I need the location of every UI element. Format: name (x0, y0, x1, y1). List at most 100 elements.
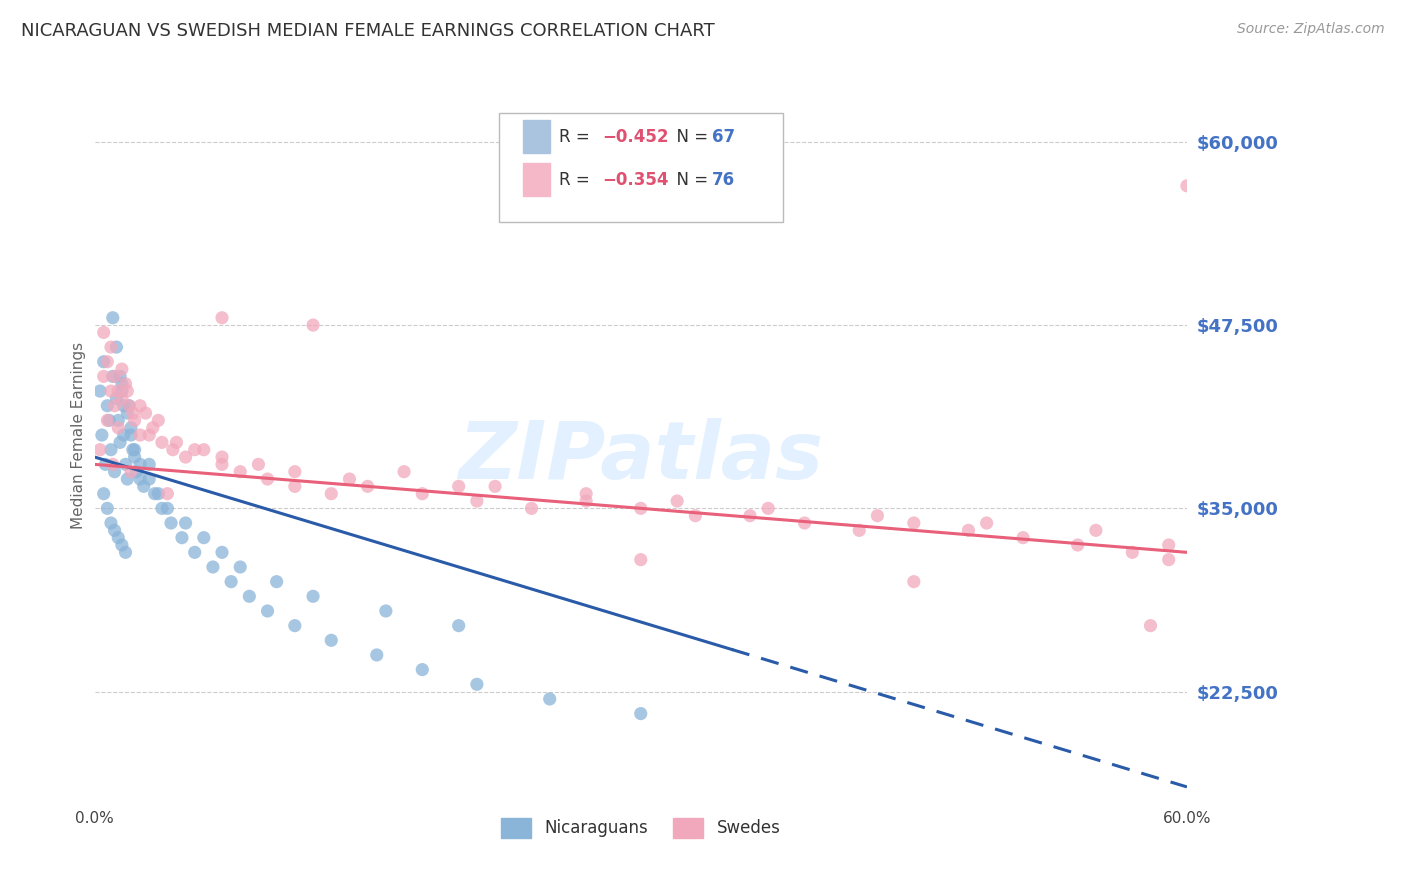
Point (848, 524, 870, 538)
Point (120, 421, 142, 435)
Point (160, 516, 183, 530)
Point (117, 384, 139, 398)
Point (575, 494, 598, 508)
Point (100, 442, 122, 457)
Point (738, 508, 761, 523)
Point (321, 633, 343, 648)
Point (166, 435, 188, 450)
Point (1066, 538, 1088, 552)
Point (138, 458, 160, 472)
Point (98, 413, 121, 427)
Point (447, 479, 470, 493)
Point (229, 560, 252, 574)
Point (229, 465, 252, 479)
Bar (523, 163, 550, 196)
Point (104, 465, 127, 479)
Point (1139, 618, 1161, 632)
Point (111, 392, 134, 406)
Point (94, 458, 117, 472)
Point (114, 545, 136, 559)
Point (247, 458, 270, 472)
Text: N =: N = (666, 170, 713, 188)
Point (148, 486, 170, 500)
Point (135, 406, 157, 420)
Point (538, 692, 561, 706)
Point (121, 442, 143, 457)
Point (174, 516, 197, 530)
Point (1175, 178, 1198, 193)
Text: −0.354: −0.354 (603, 170, 669, 188)
Point (366, 648, 388, 662)
Point (183, 545, 205, 559)
Point (193, 442, 215, 457)
Point (101, 458, 124, 472)
Point (150, 501, 173, 516)
Point (630, 706, 652, 721)
Point (211, 450, 233, 464)
Point (114, 458, 136, 472)
Point (124, 442, 146, 457)
Text: 67: 67 (711, 128, 735, 145)
Point (211, 310, 233, 325)
Point (284, 465, 307, 479)
Point (121, 406, 143, 420)
Point (104, 399, 127, 413)
Text: Source: ZipAtlas.com: Source: ZipAtlas.com (1237, 22, 1385, 37)
Point (211, 458, 233, 472)
Point (356, 479, 378, 493)
Point (100, 340, 122, 354)
Point (957, 524, 980, 538)
Point (107, 421, 129, 435)
Point (447, 618, 470, 632)
Point (156, 501, 179, 516)
Point (630, 552, 652, 566)
Point (302, 590, 325, 604)
Point (104, 524, 127, 538)
Point (219, 574, 242, 589)
Point (465, 677, 488, 691)
Point (112, 428, 135, 442)
Point (108, 369, 131, 384)
Point (104, 369, 127, 384)
Point (111, 362, 134, 376)
Point (156, 486, 179, 500)
Point (162, 442, 184, 457)
Point (183, 442, 205, 457)
Point (284, 618, 307, 632)
Point (284, 479, 307, 493)
Point (793, 516, 815, 530)
Point (107, 531, 129, 545)
Point (100, 516, 122, 530)
Point (238, 590, 260, 604)
Point (107, 384, 129, 398)
Point (112, 399, 135, 413)
Y-axis label: Median Female Earnings: Median Female Earnings (72, 342, 86, 529)
Point (1121, 545, 1143, 559)
Point (143, 486, 166, 500)
Point (142, 421, 165, 435)
Point (866, 508, 889, 523)
Point (118, 399, 141, 413)
Point (374, 604, 396, 618)
Point (89, 442, 111, 457)
Point (96, 355, 118, 369)
Text: NICARAGUAN VS SWEDISH MEDIAN FEMALE EARNINGS CORRELATION CHART: NICARAGUAN VS SWEDISH MEDIAN FEMALE EARN… (21, 22, 714, 40)
Point (114, 376, 136, 391)
Legend: Nicaraguans, Swedes: Nicaraguans, Swedes (495, 811, 787, 845)
Point (575, 486, 598, 500)
Point (89, 384, 111, 398)
Point (93, 486, 115, 500)
Text: 76: 76 (711, 170, 735, 188)
Point (1012, 531, 1035, 545)
Point (93, 369, 115, 384)
Point (124, 450, 146, 464)
Point (392, 465, 415, 479)
Point (129, 458, 152, 472)
Point (111, 384, 134, 398)
Point (129, 428, 152, 442)
Point (93, 355, 115, 369)
Text: R =: R = (558, 170, 595, 188)
Point (484, 479, 506, 493)
Point (520, 501, 543, 516)
Point (96, 413, 118, 427)
